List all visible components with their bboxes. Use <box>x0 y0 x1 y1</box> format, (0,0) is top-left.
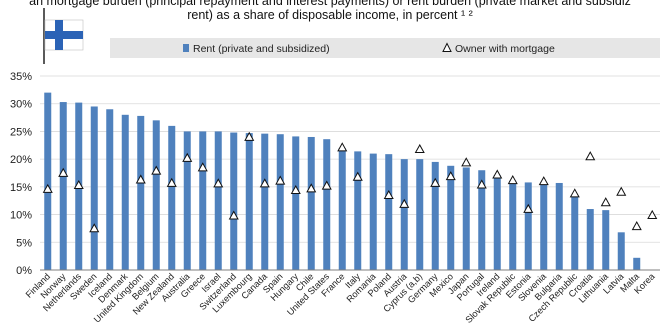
owner-marker <box>259 178 270 188</box>
y-tick-label: 10% <box>10 210 32 222</box>
bar <box>509 180 517 270</box>
bar <box>214 131 222 270</box>
bar <box>44 92 52 270</box>
legend: Rent (private and subsidized) Owner with … <box>183 42 555 55</box>
flag-icon <box>43 8 84 64</box>
owner-marker <box>290 184 301 195</box>
owner-marker <box>492 169 503 179</box>
legend-owner-label: Owner with mortgage <box>455 43 555 55</box>
owner-marker <box>151 165 162 175</box>
bar <box>276 134 284 270</box>
owner-marker <box>430 177 441 187</box>
owner-marker <box>213 178 224 188</box>
owner-marker <box>600 197 611 207</box>
bar <box>586 209 594 270</box>
y-tick-label: 30% <box>10 99 32 111</box>
owner-marker <box>523 203 534 213</box>
owner-marker <box>321 180 332 190</box>
bar <box>106 109 114 270</box>
flag-cross-horizontal <box>45 31 83 39</box>
bar <box>183 131 191 270</box>
y-tick-label: 20% <box>10 154 32 166</box>
bar <box>462 167 470 270</box>
owner-marker <box>616 186 627 196</box>
owner-marker <box>383 189 394 200</box>
bar <box>230 132 238 270</box>
bar <box>261 133 269 270</box>
x-axis: FinlandNorwayNetherlandsSwedenIcelandDen… <box>24 271 658 325</box>
bar <box>245 133 253 270</box>
legend-rent-label: Rent (private and subsidized) <box>193 43 330 55</box>
bar <box>137 115 145 270</box>
owner-marker <box>244 131 255 141</box>
legend-rent-swatch <box>183 44 189 52</box>
owner-marker <box>166 177 177 187</box>
bar <box>152 120 160 270</box>
owner-marker <box>414 143 425 154</box>
y-tick-label: 5% <box>16 237 32 249</box>
owner-marker <box>476 179 487 189</box>
bar <box>602 210 610 270</box>
marker-series <box>42 131 658 233</box>
chart-title-line-1: an mortgage burden (principal repayment … <box>29 0 631 8</box>
owner-marker <box>197 162 208 172</box>
y-tick-label: 0% <box>16 265 32 277</box>
bar <box>493 175 501 270</box>
owner-marker <box>306 183 317 193</box>
bar <box>431 161 439 270</box>
owner-marker <box>228 210 239 220</box>
bar <box>323 139 331 270</box>
bar-series <box>44 92 641 271</box>
owner-marker <box>445 171 456 181</box>
bar <box>59 102 67 271</box>
owner-marker <box>135 174 146 184</box>
owner-marker <box>42 183 53 193</box>
y-tick-label: 35% <box>10 71 32 83</box>
y-tick-label: 15% <box>10 182 32 194</box>
bar <box>416 159 424 270</box>
owner-marker <box>507 174 518 185</box>
bar <box>400 159 408 270</box>
owner-marker <box>275 175 286 185</box>
y-tick-label: 25% <box>10 126 32 138</box>
owner-marker <box>399 198 410 208</box>
bar <box>555 182 563 270</box>
bar <box>447 165 455 270</box>
legend-band <box>110 38 660 58</box>
bar <box>369 153 377 270</box>
bar <box>385 154 393 270</box>
bar <box>354 151 362 270</box>
owner-marker <box>337 142 348 152</box>
owner-marker <box>352 171 363 181</box>
owner-marker <box>89 223 100 233</box>
bar <box>307 136 315 270</box>
owner-marker <box>538 176 549 186</box>
bar <box>90 106 98 270</box>
bar <box>199 131 207 270</box>
bar <box>571 195 579 270</box>
bar <box>121 114 129 270</box>
owner-marker <box>182 152 193 162</box>
owner-marker <box>631 220 642 231</box>
bar <box>168 125 176 270</box>
bar <box>478 170 486 270</box>
bar <box>633 257 641 270</box>
y-axis: 0% 5% 10% 15% 20% 25% 30% 35% <box>10 71 660 277</box>
owner-marker <box>58 167 69 177</box>
owner-marker <box>73 179 84 190</box>
gridlines <box>40 75 660 243</box>
owner-marker <box>647 209 658 219</box>
owner-marker <box>585 151 596 161</box>
chart-title-line-2: rent) as a share of disposable income, i… <box>187 8 473 22</box>
bar <box>338 148 346 270</box>
legend-owner-marker <box>442 42 452 52</box>
bar <box>524 182 532 270</box>
chart-title: an mortgage burden (principal repayment … <box>0 0 660 22</box>
bar <box>617 232 625 270</box>
bar <box>540 182 548 270</box>
owner-marker <box>569 188 580 198</box>
bar <box>292 136 300 270</box>
owner-marker <box>461 157 472 167</box>
